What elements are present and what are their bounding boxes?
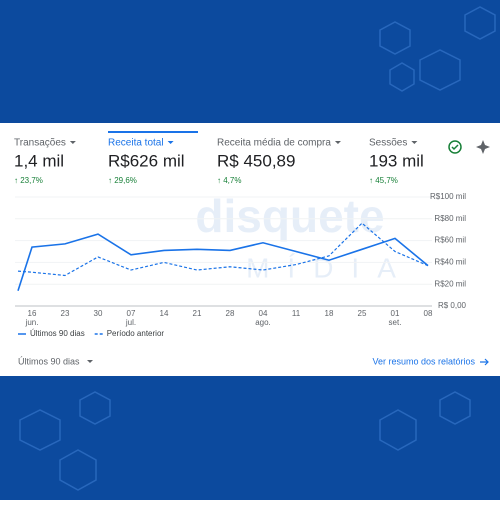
- y-tick-label: R$ 0,00: [438, 301, 467, 310]
- check-icon: [448, 140, 462, 154]
- check-mark: [451, 144, 459, 151]
- x-tick-label: 21: [193, 309, 202, 318]
- metric-value: 193 mil: [369, 151, 424, 170]
- metric-dropdown: [167, 141, 174, 144]
- legend-label: Período anterior: [107, 329, 165, 338]
- link-arrow: [480, 358, 489, 366]
- legend-label: Últimos 90 dias: [30, 329, 85, 338]
- x-tick-label: 14: [160, 309, 169, 318]
- watermark-brand: disquete: [195, 190, 384, 242]
- x-tick-label: 28: [226, 309, 235, 318]
- x-tick-label: 23: [61, 309, 70, 318]
- x-tick-label: 01 set.: [389, 309, 402, 327]
- x-tick-label: 11: [292, 309, 301, 318]
- range-selector[interactable]: Últimos 90 dias: [18, 356, 80, 366]
- metric-change: ↑ 29,6%: [108, 176, 137, 185]
- metric-value: 1,4 mil: [14, 151, 64, 170]
- y-tick-label: R$20 mil: [434, 279, 466, 288]
- watermark-sub: MÍDIA: [246, 252, 414, 283]
- insights-icon[interactable]: [476, 140, 490, 154]
- x-tick-label: 25: [358, 309, 367, 318]
- metric-value: R$626 mil: [108, 151, 185, 170]
- x-tick-label: 04 ago.: [255, 309, 271, 327]
- metric-dropdown: [69, 141, 76, 144]
- series-line: [17, 233, 429, 291]
- report-link[interactable]: Ver resumo dos relatórios: [372, 356, 475, 366]
- metric-name: Receita média de compra: [217, 138, 331, 149]
- x-tick-label: 16 jun.: [25, 309, 39, 327]
- hexagon-decor: [19, 6, 496, 491]
- metric-change: ↑ 45,7%: [369, 176, 398, 185]
- y-tick-label: R$80 mil: [434, 214, 466, 223]
- dropdown-arrow: [87, 360, 93, 363]
- x-tick-label: 08: [424, 309, 433, 318]
- metric-name: Transações: [14, 138, 66, 149]
- series-line: [17, 222, 429, 277]
- y-tick-label: R$100 mil: [430, 192, 466, 201]
- x-tick-label: 18: [325, 309, 334, 318]
- x-tick-label: 07 jul.: [125, 309, 136, 327]
- metric-name: Receita total: [108, 138, 164, 149]
- metric-dropdown: [411, 141, 418, 144]
- metric-dropdown: [334, 141, 341, 144]
- metric-change: ↑ 23,7%: [14, 176, 43, 185]
- x-tick-label: 30: [94, 309, 103, 318]
- y-tick-label: R$40 mil: [434, 258, 466, 267]
- metric-name: Sessões: [369, 138, 407, 149]
- metric-change: ↑ 4,7%: [217, 176, 241, 185]
- card: [0, 123, 500, 376]
- y-tick-label: R$60 mil: [434, 236, 466, 245]
- selected-tab-indicator: [108, 131, 198, 133]
- metric-value: R$ 450,89: [217, 151, 295, 170]
